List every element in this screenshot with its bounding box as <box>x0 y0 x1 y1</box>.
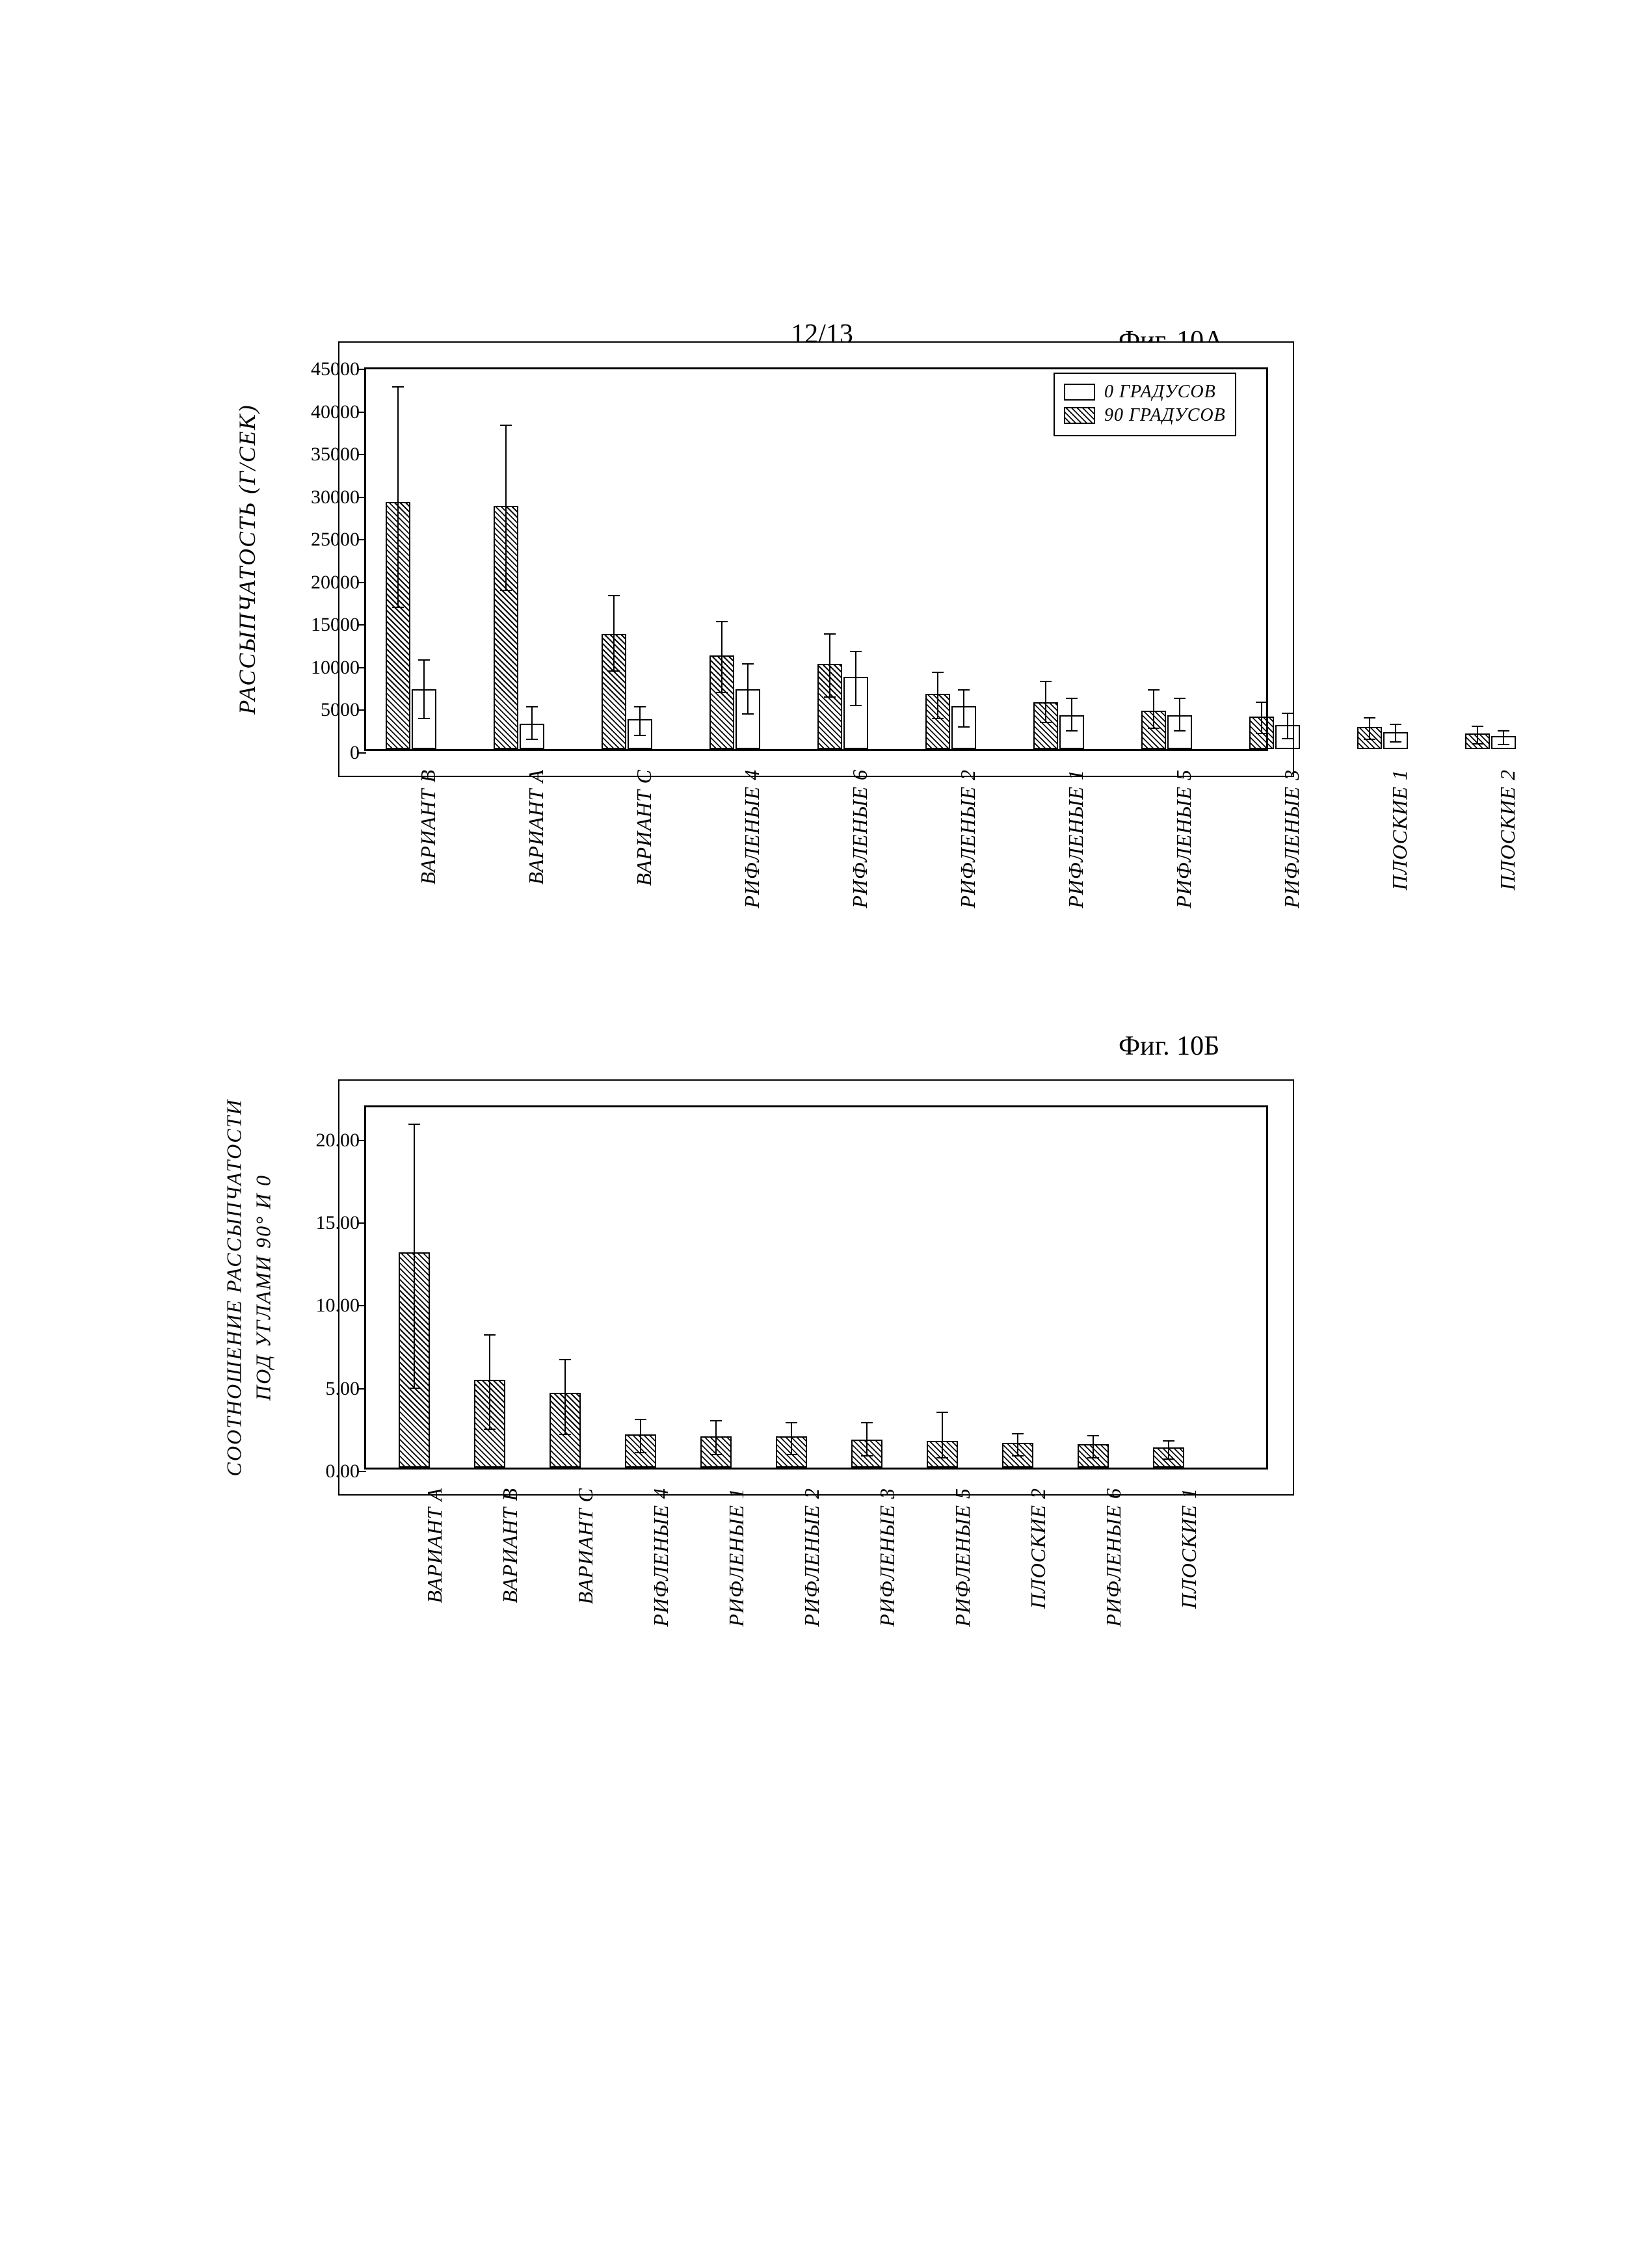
error-bar <box>963 689 964 728</box>
error-bar <box>1168 1440 1169 1460</box>
chart-a-xlabel: РИФЛЕНЫЕ 6 <box>848 769 872 908</box>
tick-mark <box>358 497 366 498</box>
legend-swatch <box>1064 407 1095 424</box>
error-bar <box>937 672 938 719</box>
error-bar <box>414 1124 415 1388</box>
chart-a-xlabel: ВАРИАНТ В <box>416 769 440 885</box>
error-bar <box>640 1419 641 1453</box>
error-bar <box>1395 724 1396 743</box>
chart-b-xlabel: ВАРИАНТ С <box>574 1488 598 1604</box>
chart-a-ylabel: РАССЫПЧАТОСТЬ (Г/СЕК) <box>233 404 261 714</box>
chart-a-xlabel: ВАРИАНТ С <box>632 769 656 886</box>
error-bar <box>531 706 533 740</box>
legend-label: 0 ГРАДУСОВ <box>1104 382 1216 402</box>
tick-mark <box>358 369 366 370</box>
tick-mark <box>358 1305 366 1306</box>
chart-b-xlabel: ПЛОСКИЕ 2 <box>1026 1488 1050 1609</box>
figure-b-label: Фиг. 10Б <box>1119 1031 1219 1062</box>
chart-a-xlabel: РИФЛЕНЫЕ 4 <box>740 769 764 908</box>
error-bar <box>1153 689 1154 730</box>
tick-mark <box>358 1140 366 1141</box>
tick-mark <box>358 624 366 626</box>
legend-item: 0 ГРАДУСОВ <box>1064 382 1226 402</box>
error-bar <box>721 621 723 693</box>
chart-a-xlabel: ВАРИАНТ А <box>524 769 548 885</box>
error-bar <box>715 1420 717 1455</box>
tick-mark <box>358 1388 366 1390</box>
error-bar <box>1477 726 1478 745</box>
error-bar <box>639 706 641 736</box>
error-bar <box>613 595 615 672</box>
error-bar <box>747 663 749 715</box>
error-bar <box>1045 681 1046 724</box>
error-bar <box>489 1334 490 1431</box>
chart-a-legend: 0 ГРАДУСОВ 90 ГРАДУСОВ <box>1054 373 1236 436</box>
error-bar <box>1017 1433 1018 1457</box>
chart-b-xlabel: ВАРИАНТ В <box>498 1488 522 1603</box>
error-bar <box>1093 1435 1094 1458</box>
error-bar <box>1287 713 1288 739</box>
error-bar <box>1369 717 1370 740</box>
error-bar <box>1503 730 1504 746</box>
chart-b-xlabel: РИФЛЕНЫЕ 5 <box>951 1488 975 1627</box>
error-bar <box>423 659 425 719</box>
legend-swatch <box>1064 384 1095 401</box>
error-bar <box>791 1422 792 1455</box>
tick-mark <box>358 582 366 583</box>
error-bar <box>1179 698 1180 732</box>
error-bar <box>505 425 507 591</box>
tick-mark <box>358 454 366 455</box>
chart-b-xlabel: РИФЛЕНЫЕ 2 <box>800 1488 824 1627</box>
error-bar <box>564 1359 566 1435</box>
tick-mark <box>358 752 366 754</box>
chart-b-xlabel: РИФЛЕНЫЕ 6 <box>1102 1488 1126 1627</box>
error-bar <box>1261 702 1262 734</box>
chart-b-xlabel: РИФЛЕНЫЕ 3 <box>875 1488 899 1627</box>
tick-mark <box>358 709 366 711</box>
chart-a-xlabel: РИФЛЕНЫЕ 3 <box>1280 769 1304 908</box>
tick-mark <box>358 1471 366 1472</box>
error-bar <box>397 386 399 608</box>
chart-b-xlabel: ПЛОСКИЕ 1 <box>1177 1488 1201 1609</box>
chart-b-xlabel: ВАРИАНТ А <box>423 1488 447 1603</box>
page: 12/13 Фиг. 10А Фиг. 10Б 0500010000150002… <box>0 0 1644 2268</box>
legend-item: 90 ГРАДУСОВ <box>1064 405 1226 426</box>
chart-a-xlabel: РИФЛЕНЫЕ 2 <box>956 769 980 908</box>
chart-b-plot-area: 0.005.0010.0015.0020.00 <box>364 1105 1268 1470</box>
error-bar <box>829 633 830 697</box>
tick-mark <box>358 412 366 413</box>
tick-mark <box>358 667 366 668</box>
chart-b-ylabel-line1: СООТНОШЕНИЕ РАССЫПЧАТОСТИ <box>222 1099 246 1477</box>
chart-a-xlabel: РИФЛЕНЫЕ 5 <box>1172 769 1196 908</box>
tick-mark <box>358 539 366 540</box>
legend-label: 90 ГРАДУСОВ <box>1104 405 1226 426</box>
error-bar <box>866 1422 868 1457</box>
error-bar <box>942 1412 943 1458</box>
chart-a-xlabel: ПЛОСКИЕ 2 <box>1496 769 1520 890</box>
chart-b-xlabel: РИФЛЕНЫЕ 1 <box>724 1488 749 1627</box>
chart-a-xlabel: ПЛОСКИЕ 1 <box>1388 769 1412 890</box>
chart-b-xlabel: РИФЛЕНЫЕ 4 <box>649 1488 673 1627</box>
tick-mark <box>358 1222 366 1224</box>
error-bar <box>855 651 856 706</box>
error-bar <box>1071 698 1072 732</box>
chart-b-ylabel-line2: ПОД УГЛАМИ 90° И 0 <box>252 1174 276 1401</box>
chart-a-xlabel: РИФЛЕНЫЕ 1 <box>1064 769 1088 908</box>
